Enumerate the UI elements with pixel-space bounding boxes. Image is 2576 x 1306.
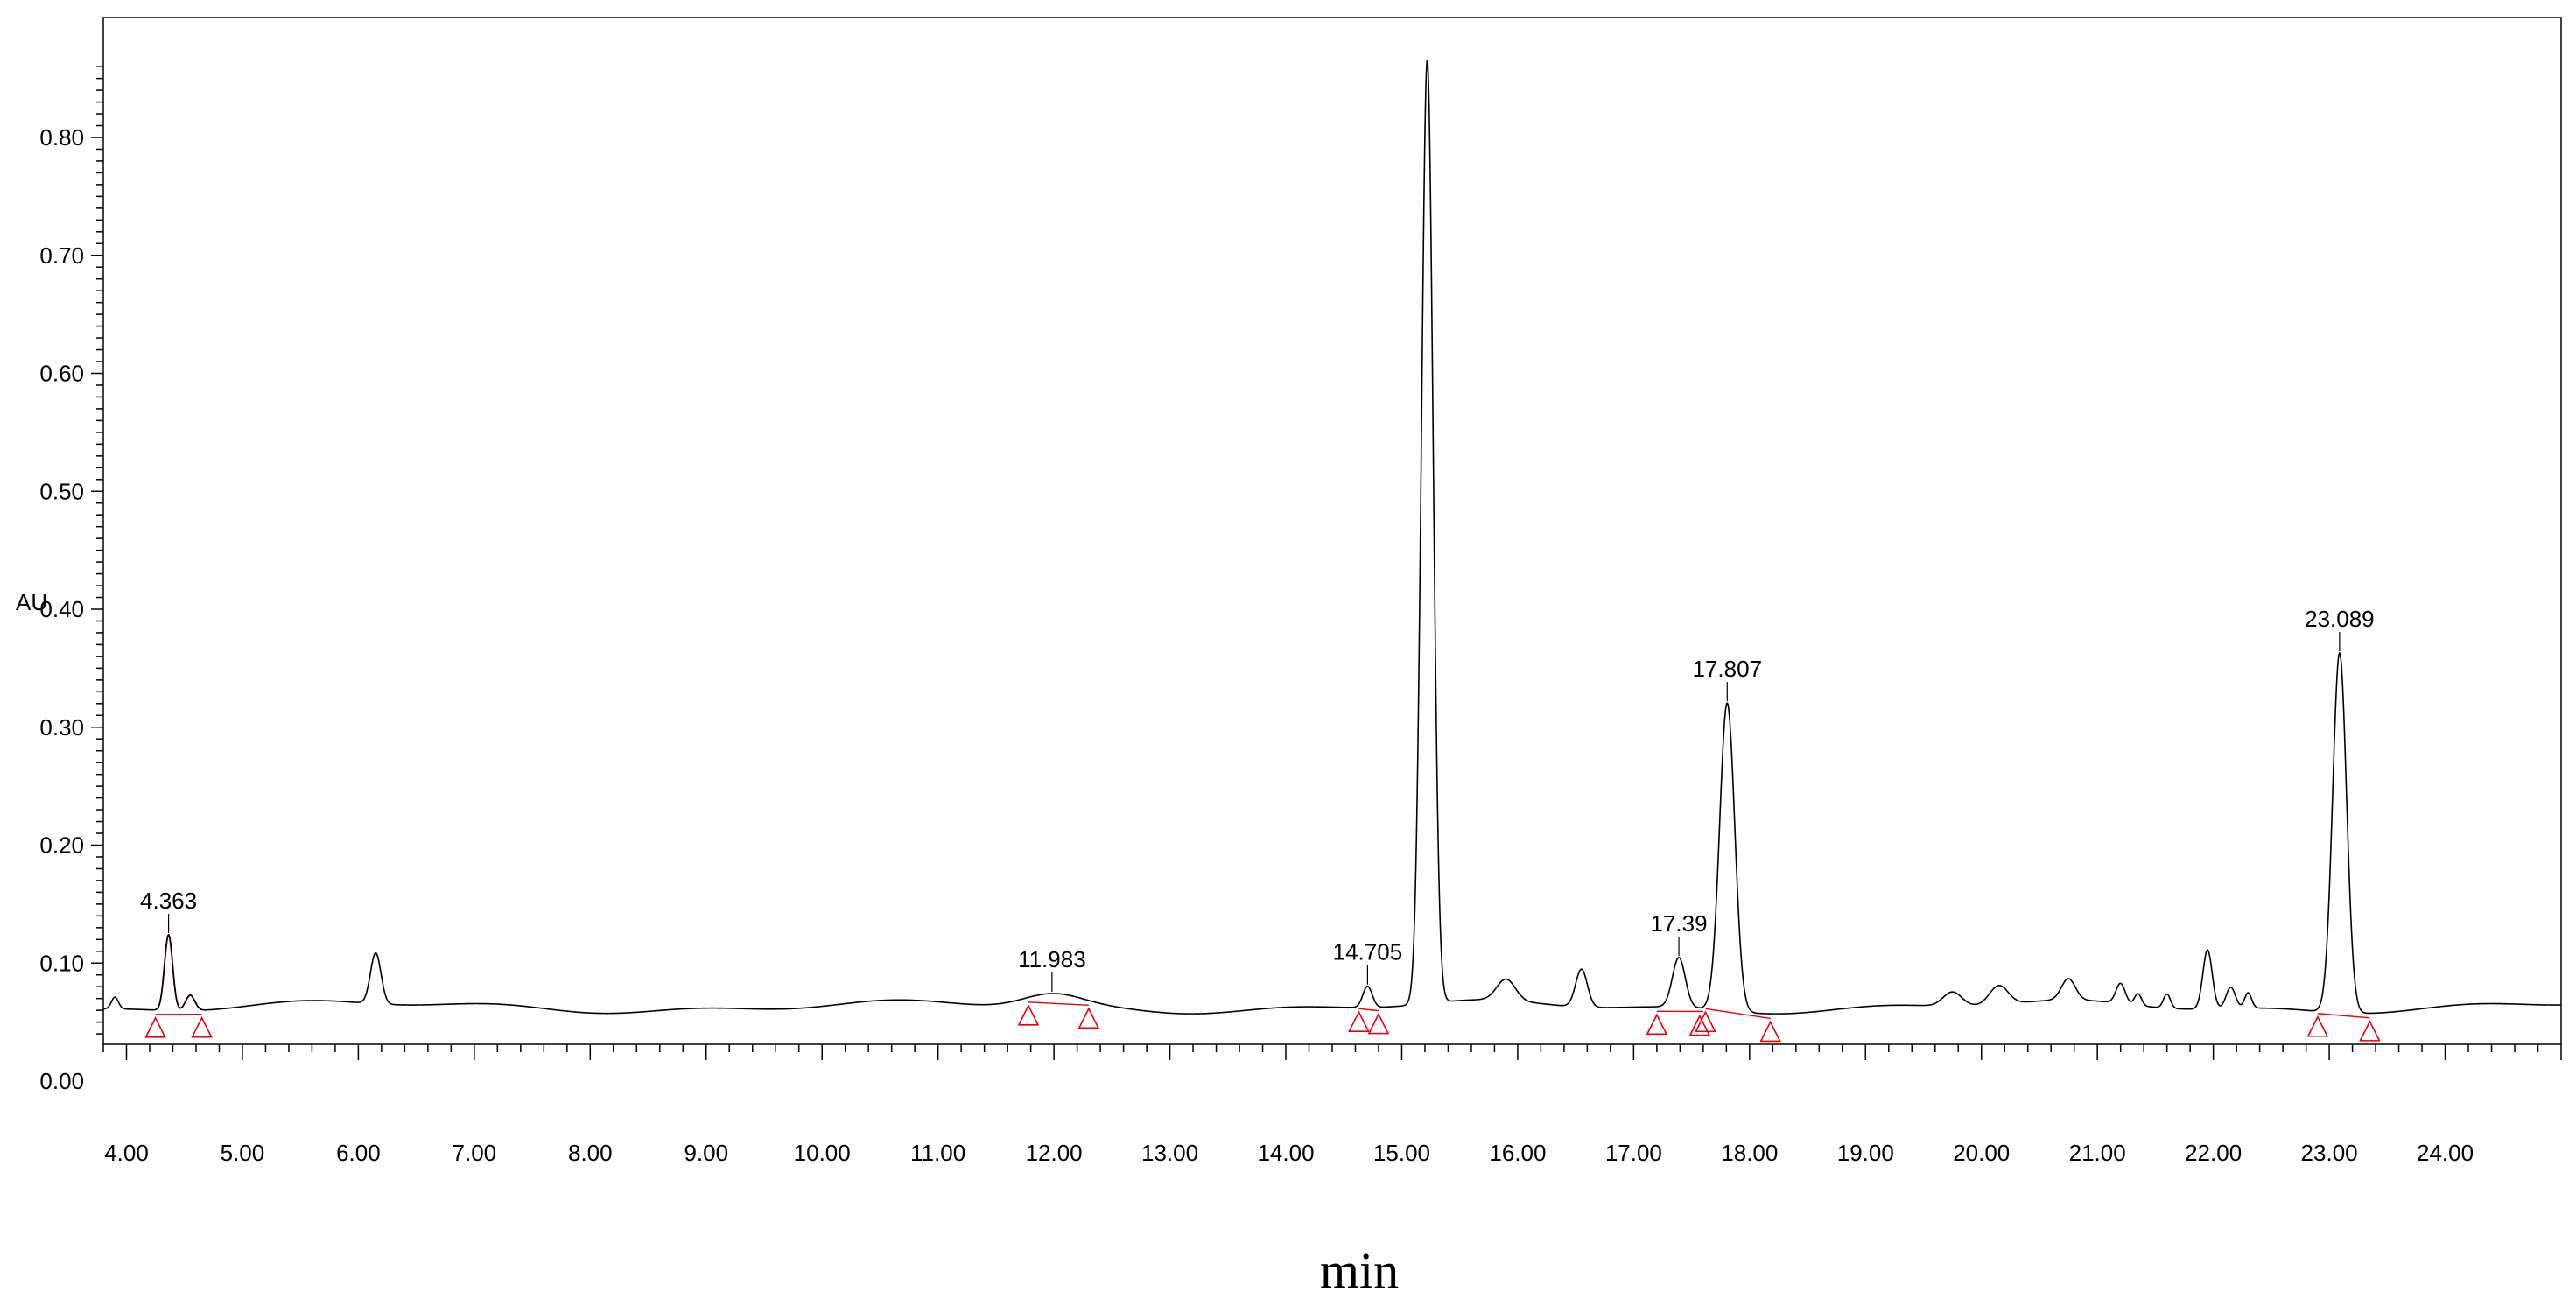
integration-marker xyxy=(1367,1012,1390,1035)
y-tick-label: 0.50 xyxy=(39,478,84,504)
peak-label: 14.705 xyxy=(1333,939,1403,965)
x-tick-label: 8.00 xyxy=(568,1140,613,1166)
y-tick-labels: 0.00 0.10 0.20 0.30 0.40 0.50 0.60 0.70 0.80 xyxy=(39,124,84,1094)
x-tick-label: 10.00 xyxy=(794,1140,851,1166)
y-minor-ticks xyxy=(91,66,103,1035)
x-tick-label: 11.00 xyxy=(910,1140,965,1166)
peak-label: 17.39 xyxy=(1650,910,1707,937)
x-tick-label: 7.00 xyxy=(453,1140,497,1166)
y-tick-label: 0.00 xyxy=(39,1068,84,1094)
x-axis-label: min xyxy=(1320,1242,1399,1299)
y-axis-label: AU xyxy=(16,589,47,615)
y-tick-label: 0.20 xyxy=(39,832,84,859)
x-tick-label: 22.00 xyxy=(2185,1140,2242,1166)
y-tick-label: 0.40 xyxy=(39,596,84,622)
integration-marker xyxy=(1077,1007,1100,1029)
integration-baseline xyxy=(1705,1008,1771,1020)
y-tick-label: 0.10 xyxy=(39,950,84,976)
y-tick-label: 0.60 xyxy=(39,361,84,387)
integration-marker xyxy=(144,1015,166,1038)
integration-marker xyxy=(1695,1010,1716,1033)
x-tick-label: 18.00 xyxy=(1721,1140,1778,1166)
integration-baseline xyxy=(1358,1008,1379,1012)
integration-marker xyxy=(1348,1010,1370,1032)
x-tick-label: 20.00 xyxy=(1953,1140,2010,1166)
peak-labels: 4.363 11.983 14.705 17.39 17.807 23.089 xyxy=(140,606,2375,992)
x-tick-label: 19.00 xyxy=(1837,1140,1894,1166)
x-tick-label: 16.00 xyxy=(1489,1140,1546,1166)
integration-baseline xyxy=(1028,1001,1089,1006)
x-minor-ticks xyxy=(102,1044,2562,1060)
integration-marker xyxy=(191,1015,213,1038)
x-tick-label: 4.00 xyxy=(104,1140,149,1166)
integration-marker xyxy=(1017,1003,1040,1026)
peak-label: 4.363 xyxy=(140,888,197,914)
y-tick-label: 0.30 xyxy=(39,714,84,741)
integration-marker xyxy=(1759,1020,1781,1043)
peak-label: 23.089 xyxy=(2305,606,2375,632)
integration-marker xyxy=(1646,1013,1668,1036)
y-tick-label: 0.80 xyxy=(39,124,84,151)
x-tick-label: 17.00 xyxy=(1605,1140,1662,1166)
x-tick-label: 12.00 xyxy=(1026,1140,1083,1166)
x-tick-label: 5.00 xyxy=(221,1140,265,1166)
integration-marker xyxy=(1688,1014,1711,1036)
integrated-peak-overlay xyxy=(155,933,202,1011)
peak-label: 11.983 xyxy=(1018,946,1086,972)
x-tick-label: 6.00 xyxy=(336,1140,381,1166)
x-tick-labels: 4.00 5.00 6.00 7.00 8.00 9.00 10.00 11.00 12.00 1… xyxy=(104,1140,2474,1166)
y-tick-label: 0.70 xyxy=(39,242,84,269)
integration-layer xyxy=(144,933,2381,1043)
chromatogram-trace xyxy=(102,60,2561,1015)
plot-frame xyxy=(102,17,2562,1045)
x-tick-label: 13.00 xyxy=(1141,1140,1198,1166)
x-tick-label: 23.00 xyxy=(2301,1140,2358,1166)
x-tick-label: 9.00 xyxy=(684,1140,728,1166)
x-tick-label: 24.00 xyxy=(2417,1140,2474,1166)
peak-label: 17.807 xyxy=(1693,656,1763,682)
x-tick-label: 21.00 xyxy=(2069,1140,2126,1166)
integration-marker xyxy=(2306,1015,2329,1037)
x-tick-label: 14.00 xyxy=(1257,1140,1314,1166)
x-tick-label: 15.00 xyxy=(1373,1140,1430,1166)
integration-baseline xyxy=(2317,1013,2370,1019)
integration-marker xyxy=(2359,1020,2381,1042)
